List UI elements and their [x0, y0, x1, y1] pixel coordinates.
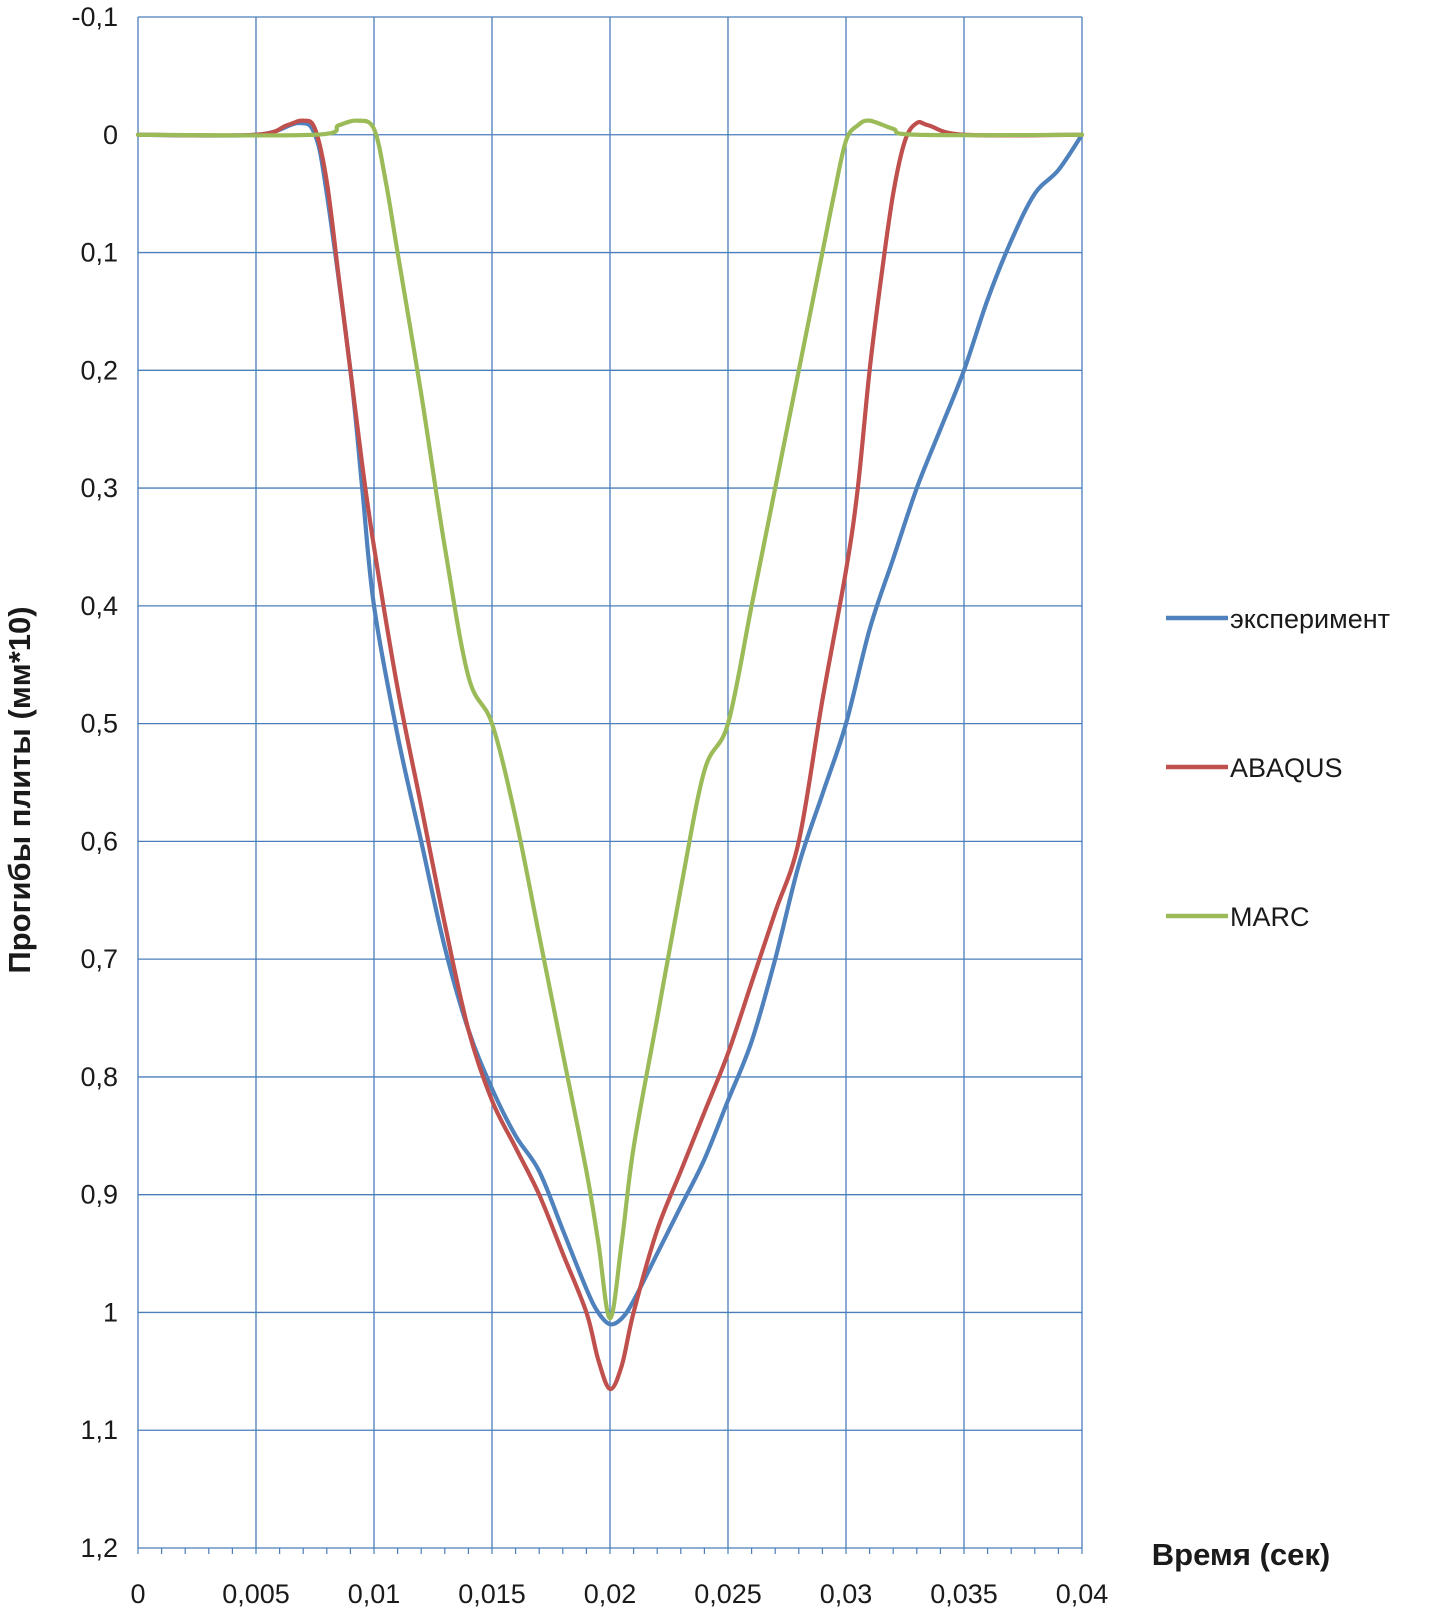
y-tick-label: 1	[103, 1297, 118, 1327]
x-tick-label: 0,01	[348, 1579, 401, 1609]
y-tick-label: 0,2	[80, 355, 118, 385]
y-tick-label: 0,7	[80, 944, 118, 974]
x-axis-ticks: 0 0,005 0,01 0,015 0,02 0,025 0,03 0,035 0,04	[130, 1579, 1108, 1609]
x-axis-title: Время (сек)	[1152, 1537, 1330, 1572]
legend: эксперимент ABAQUS MARC	[1166, 604, 1390, 932]
legend-label: эксперимент	[1230, 604, 1390, 634]
y-tick-label: 0,4	[80, 591, 118, 621]
y-tick-label: 1,1	[80, 1415, 118, 1445]
series-lines	[135, 118, 1085, 1392]
x-tick-label: 0,035	[930, 1579, 998, 1609]
y-tick-label: -0,1	[71, 2, 118, 32]
y-tick-label: 0,6	[80, 826, 118, 856]
y-tick-label: 1,2	[80, 1533, 118, 1563]
y-tick-label: 0,3	[80, 473, 118, 503]
legend-label: ABAQUS	[1230, 753, 1343, 783]
x-tick-label: 0,025	[694, 1579, 762, 1609]
y-tick-label: 0,5	[80, 709, 118, 739]
x-tick-label: 0,005	[222, 1579, 290, 1609]
x-tick-label: 0,015	[458, 1579, 526, 1609]
y-axis-title: Прогибы плиты (мм*10)	[2, 606, 37, 973]
grid	[137, 16, 1083, 1554]
y-tick-label: 0	[103, 120, 118, 150]
legend-label: MARC	[1230, 902, 1310, 932]
series-line-0	[135, 120, 1085, 1327]
series-line-1	[135, 118, 1085, 1392]
x-tick-label: 0,04	[1056, 1579, 1109, 1609]
y-tick-label: 0,8	[80, 1062, 118, 1092]
y-tick-label: 0,1	[80, 238, 118, 268]
series-line-2	[135, 118, 1085, 1321]
x-tick-label: 0	[130, 1579, 145, 1609]
x-tick-label: 0,02	[584, 1579, 637, 1609]
x-tick-label: 0,03	[820, 1579, 873, 1609]
y-axis-ticks: -0,1 0 0,1 0,2 0,3 0,4 0,5 0,6 0,7 0,8 0,9 1 1,1 1,2	[71, 2, 118, 1563]
y-tick-label: 0,9	[80, 1180, 118, 1210]
